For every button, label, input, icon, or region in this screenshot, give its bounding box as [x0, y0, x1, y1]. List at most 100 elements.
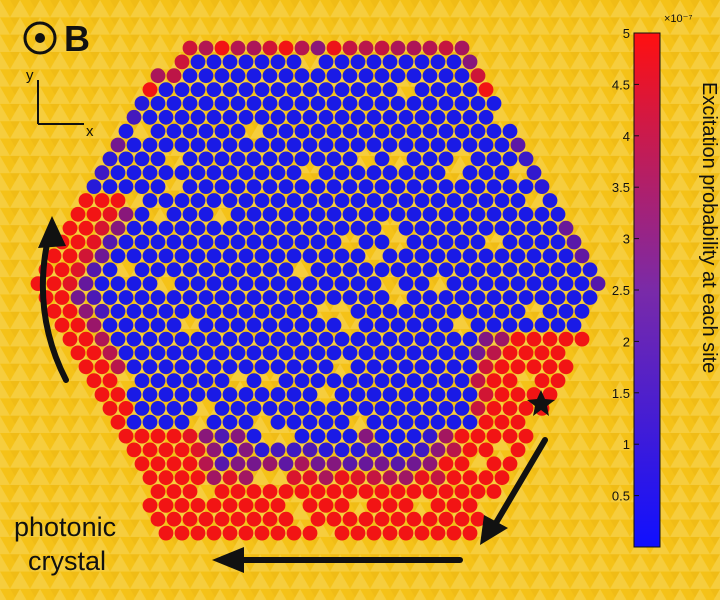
- lattice-site: [222, 387, 238, 402]
- lattice-site: [366, 359, 382, 375]
- lattice-site: [166, 401, 182, 416]
- lattice-site: [158, 470, 174, 486]
- lattice-site: [558, 359, 574, 375]
- lattice-site: [302, 193, 318, 208]
- lattice-site: [182, 151, 198, 167]
- lattice-site: [206, 220, 222, 236]
- lattice-site: [150, 401, 166, 416]
- lattice-site: [486, 123, 502, 139]
- lattice-site: [206, 470, 222, 486]
- lattice-site: [158, 303, 174, 319]
- lattice-site: [486, 206, 502, 222]
- lattice-site: [438, 206, 454, 222]
- lattice-site: [366, 54, 382, 70]
- lattice-site: [262, 262, 278, 278]
- lattice-site: [438, 511, 454, 527]
- lattice-site: [446, 54, 462, 70]
- lattice-site: [494, 193, 510, 208]
- colorbar: ×10⁻⁷ 0.5 1 1.5 2 2.5 3 3.5 4 4.5 5 Excitation pr…: [612, 13, 720, 548]
- lattice-site: [486, 345, 502, 361]
- lattice-site: [270, 109, 286, 125]
- lattice-site: [302, 525, 318, 541]
- lattice-site: [214, 345, 230, 361]
- lattice-site: [230, 290, 246, 305]
- lattice-site: [166, 317, 182, 333]
- lattice-site: [286, 220, 302, 236]
- lattice-site: [470, 68, 486, 84]
- lattice-site: [222, 442, 238, 458]
- lattice-site: [166, 511, 182, 527]
- lattice-site: [350, 82, 366, 97]
- lattice-site: [238, 54, 254, 70]
- lattice-site: [534, 290, 550, 305]
- lattice-site: [414, 442, 430, 458]
- lattice-site: [150, 373, 166, 388]
- lattice-site: [102, 179, 118, 195]
- lattice-site: [70, 206, 86, 222]
- lattice-site: [510, 276, 526, 291]
- lattice-site: [390, 68, 406, 84]
- lattice-site: [446, 387, 462, 402]
- lattice-site: [422, 428, 438, 444]
- lattice-site: [254, 109, 270, 125]
- lattice-site: [342, 484, 358, 499]
- lattice-site: [126, 109, 142, 125]
- lattice-site: [150, 511, 166, 527]
- lattice-site: [286, 248, 302, 264]
- lattice-site: [382, 331, 398, 347]
- lattice-site: [430, 193, 446, 208]
- lattice-site: [470, 290, 486, 305]
- lattice-site: [518, 317, 534, 333]
- lattice-site: [174, 525, 190, 541]
- lattice-site: [462, 193, 478, 208]
- lattice-site: [94, 220, 110, 236]
- lattice-site: [190, 470, 206, 486]
- lattice-site: [454, 428, 470, 444]
- lattice-site: [422, 484, 438, 499]
- lattice-site: [214, 151, 230, 167]
- lattice-site: [174, 303, 190, 319]
- lattice-site: [238, 193, 254, 208]
- lattice-site: [78, 331, 94, 347]
- lattice-site: [86, 262, 102, 278]
- lattice-site: [414, 248, 430, 264]
- lattice-site: [94, 248, 110, 264]
- lattice-site: [166, 206, 182, 222]
- lattice-site: [278, 123, 294, 139]
- lattice-site: [318, 498, 334, 513]
- lattice-site: [542, 387, 558, 402]
- lattice-site: [302, 82, 318, 97]
- lattice-site: [502, 456, 518, 472]
- lattice-site: [174, 414, 190, 430]
- lattice-site: [462, 387, 478, 402]
- lattice-site: [190, 359, 206, 375]
- lattice-site: [358, 262, 374, 278]
- lattice-site: [94, 303, 110, 319]
- lattice-site: [206, 137, 222, 153]
- lattice-site: [230, 456, 246, 472]
- lattice-site: [462, 414, 478, 430]
- lattice-site: [110, 303, 126, 319]
- colorbar-tick-label: 2: [623, 334, 630, 349]
- lattice-site: [198, 290, 214, 305]
- lattice-site: [230, 96, 246, 111]
- lattice-site: [286, 137, 302, 153]
- lattice-site: [366, 137, 382, 153]
- lattice-site: [294, 317, 310, 333]
- lattice-site: [478, 137, 494, 153]
- colorbar-tick-label: 3: [623, 232, 630, 247]
- lattice-site: [550, 317, 566, 333]
- lattice-site: [246, 96, 262, 111]
- lattice-site: [142, 276, 158, 291]
- lattice-site: [478, 276, 494, 291]
- lattice-site: [110, 387, 126, 402]
- lattice-site: [270, 276, 286, 291]
- lattice-site: [334, 470, 350, 486]
- lattice-site: [446, 470, 462, 486]
- lattice-site: [78, 193, 94, 208]
- lattice-site: [406, 179, 422, 195]
- field-out-of-page-icon: [23, 21, 57, 55]
- lattice-site: [270, 387, 286, 402]
- lattice-site: [270, 303, 286, 319]
- lattice-site: [166, 262, 182, 278]
